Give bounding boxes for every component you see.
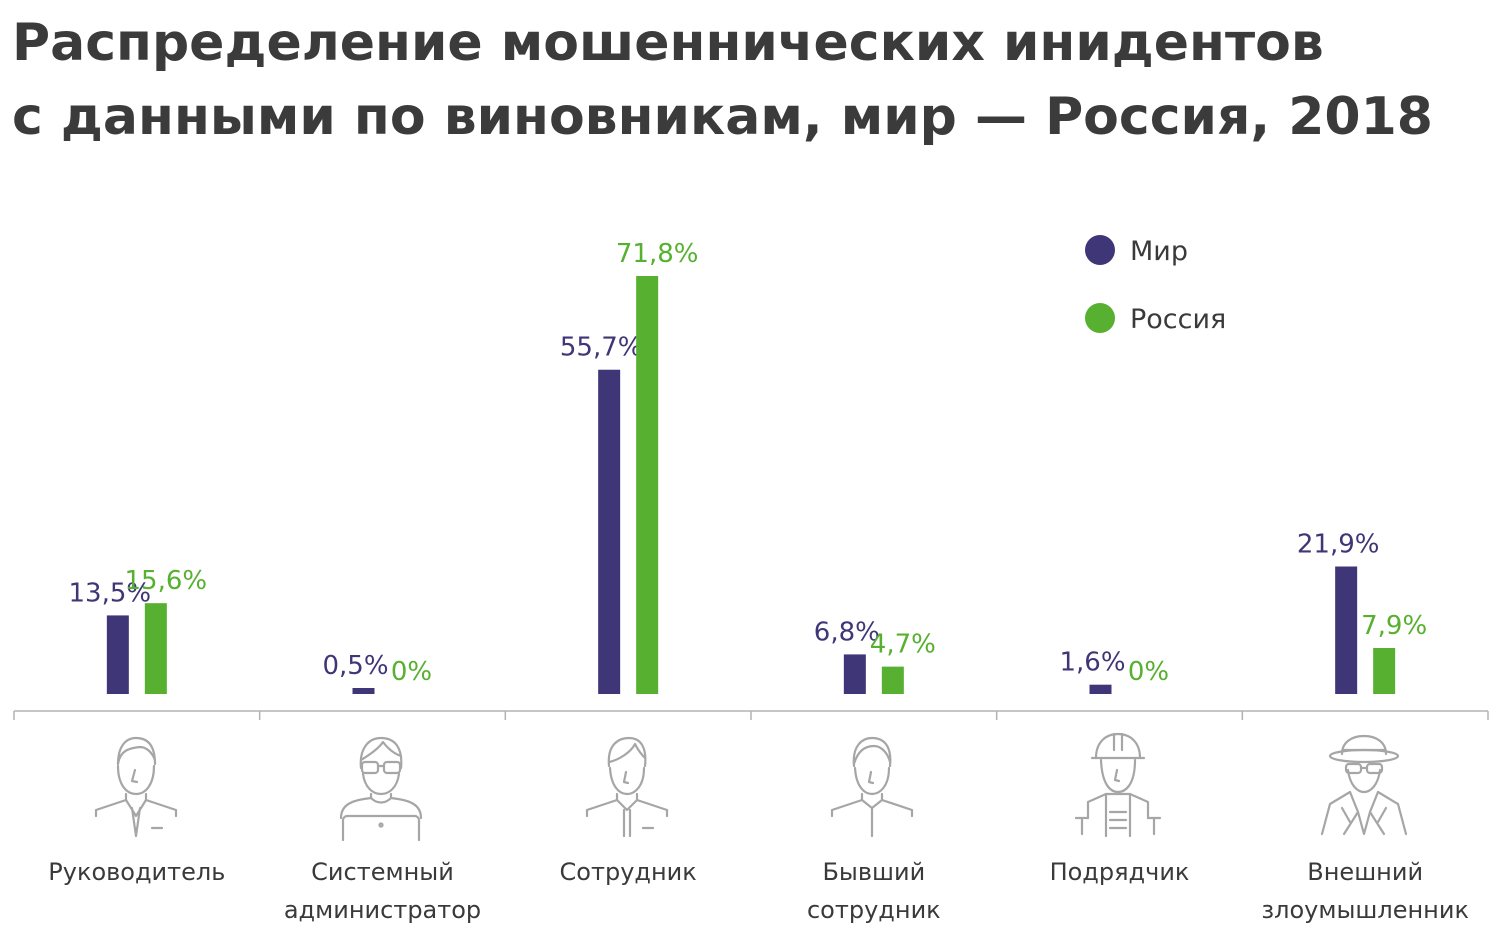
former-employee-icon [830, 736, 914, 838]
bar-world [352, 688, 375, 694]
chart-title: Распределение мошеннических инидентов с … [12, 6, 1482, 154]
external-attacker-icon [1320, 734, 1408, 836]
category-label: Системный [311, 858, 454, 886]
data-label-world: 21,9% [1297, 530, 1380, 560]
data-label-world: 55,7% [560, 333, 643, 363]
category-label: Подрядчик [1050, 858, 1190, 886]
legend-marker-world [1085, 235, 1115, 265]
sysadmin-icon [339, 736, 423, 842]
data-label-russia: 71,8% [616, 239, 699, 269]
category-label-line2: злоумышленник [1261, 896, 1469, 924]
x-axis [13, 710, 1489, 720]
data-label-world: 0,5% [322, 651, 388, 681]
data-label-russia: 0% [1128, 657, 1169, 687]
bar-world [598, 369, 621, 694]
bar-russia [144, 603, 167, 694]
data-label-russia: 0% [391, 657, 432, 687]
employee-icon [585, 736, 669, 838]
contractor-icon [1074, 732, 1162, 838]
bar-world [1089, 684, 1112, 694]
category-labels: Руководитель Системный администратор Сотруд… [48, 858, 1469, 924]
data-label-world: 6,8% [814, 617, 880, 647]
data-label-russia: 7,9% [1361, 611, 1427, 641]
data-label-world: 1,6% [1059, 648, 1125, 678]
bars-layer: 13,5%15,6%0,5% 0%55,7%71,8%6,8%4,7%1,6% 0%… [69, 239, 1427, 694]
category-label: Руководитель [48, 858, 225, 886]
data-label-russia: 15,6% [125, 566, 208, 596]
bar-russia [636, 276, 659, 694]
category-label-line2: сотрудник [807, 896, 941, 924]
category-label: Внешний [1307, 858, 1423, 886]
category-label: Сотрудник [560, 858, 697, 886]
legend: Мир Россия [1085, 235, 1226, 335]
legend-marker-russia [1085, 303, 1115, 333]
data-label-world: 13,5% [69, 578, 152, 608]
legend-label-world: Мир [1130, 236, 1188, 267]
bar-russia [1373, 648, 1396, 694]
category-label-line2: администратор [284, 896, 481, 924]
icons-layer [94, 732, 1408, 842]
category-label: Бывший [822, 858, 925, 886]
bar-world [843, 654, 866, 694]
manager-icon [94, 736, 178, 838]
chart-title-line1: Распределение мошеннических инидентов [12, 13, 1324, 73]
bar-world [1335, 566, 1358, 694]
legend-label-russia: Россия [1130, 304, 1226, 335]
chart-title-line2: с данными по виновникам, мир — Россия, 2… [12, 87, 1433, 147]
bar-world [106, 615, 129, 694]
bar-russia [881, 666, 904, 694]
data-label-russia: 4,7% [870, 630, 936, 660]
